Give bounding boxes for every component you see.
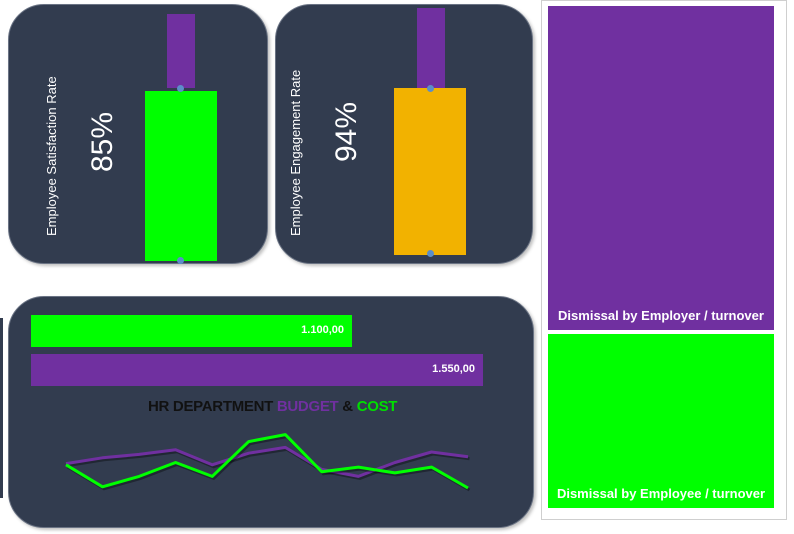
- budget-cost-title: HR DEPARTMENT BUDGET & COST: [148, 398, 397, 415]
- treemap-label-employee: Dismissal by Employee / turnover: [556, 486, 766, 501]
- title-part-budget: BUDGET: [276, 398, 339, 415]
- left-panel-edge: [0, 318, 3, 498]
- hbar-budget: [31, 354, 483, 386]
- satisfaction-card: [8, 4, 268, 264]
- satisfaction-bottom-marker: [177, 257, 184, 264]
- title-part-cost: COST: [356, 398, 398, 415]
- treemap-block-employee: Dismissal by Employee / turnover: [548, 334, 774, 508]
- hbar-value-budget: 1.550,00: [432, 363, 475, 375]
- treemap-label-employer: Dismissal by Employer / turnover: [558, 308, 764, 323]
- engagement-fill-bar: [394, 88, 466, 255]
- line-series-cost: [65, 433, 469, 490]
- title-part-amp: &: [338, 398, 357, 415]
- engagement-bottom-marker: [427, 250, 434, 257]
- line-shadow-cost: [66, 434, 471, 492]
- engagement-top-marker: [427, 85, 434, 92]
- engagement-target-bar: [417, 8, 445, 90]
- title-part-department: HR DEPARTMENT: [148, 398, 277, 415]
- satisfaction-top-marker: [177, 85, 184, 92]
- line-series-budget: [65, 445, 469, 478]
- satisfaction-fill-bar: [145, 91, 217, 261]
- hbar-cost: [31, 315, 352, 347]
- hbar-value-cost: 1.100,00: [301, 324, 344, 336]
- line-shadow-budget: [67, 447, 470, 480]
- satisfaction-target-bar: [167, 14, 195, 88]
- treemap-block-employer: Dismissal by Employer / turnover: [548, 6, 774, 330]
